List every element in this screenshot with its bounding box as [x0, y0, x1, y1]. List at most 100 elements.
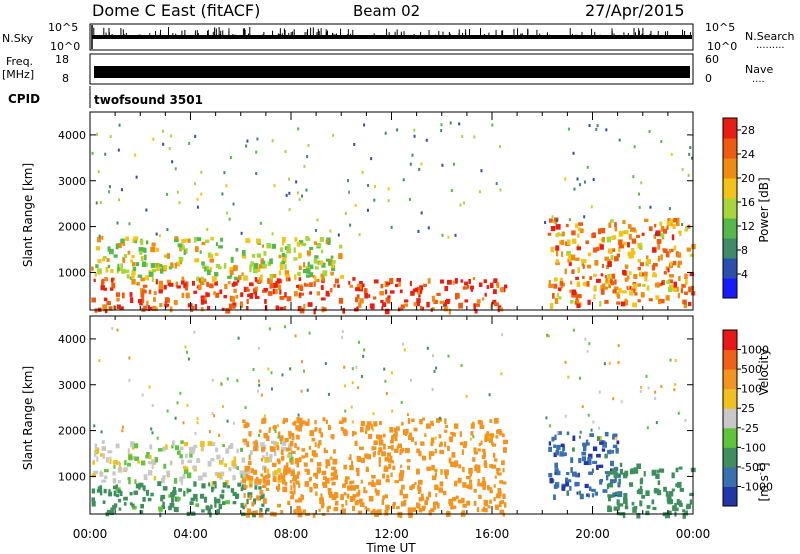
velocity-cell	[584, 483, 589, 489]
velocity-cell	[407, 507, 413, 513]
velocity-cell	[470, 430, 474, 436]
power-cell	[205, 292, 210, 297]
power-cell	[645, 255, 649, 260]
power-cell	[579, 228, 584, 234]
velocity-cell	[489, 464, 494, 468]
power-cell	[577, 267, 580, 273]
velocity-cell	[430, 441, 434, 447]
power-cell	[419, 285, 424, 291]
velocity-cell	[334, 500, 339, 506]
power-sparse-cell	[99, 200, 102, 204]
velocity-cell	[343, 464, 348, 470]
power-cell	[158, 289, 163, 294]
velocity-cell	[384, 457, 389, 462]
velocity-cell	[360, 426, 364, 433]
power-cell	[115, 292, 121, 297]
power-cell	[309, 291, 313, 295]
power-sparse-cell	[166, 192, 169, 196]
power-cell	[644, 275, 648, 282]
velocity-cell	[311, 450, 317, 454]
power-cell	[629, 271, 632, 276]
power-cell	[279, 306, 284, 311]
velocity-cell	[221, 489, 225, 494]
power-cell	[95, 264, 99, 269]
power-cell	[278, 270, 282, 276]
power-cell	[684, 291, 688, 295]
power-cell	[410, 290, 415, 296]
power-cell	[193, 237, 197, 243]
velocity-cell	[318, 508, 321, 512]
power-sparse-cell	[288, 208, 291, 212]
velocity-cell	[494, 504, 499, 510]
power-cell	[251, 254, 256, 258]
power-cell	[486, 285, 490, 289]
velocity-cell	[617, 482, 621, 488]
velocity-cell	[341, 508, 346, 515]
velocity-sparse-cell	[98, 359, 101, 363]
velocity-sparse-cell	[556, 431, 559, 435]
power-sparse-cell	[303, 164, 306, 168]
power-cell	[166, 279, 171, 283]
power-cell	[299, 286, 304, 291]
power-cell	[651, 264, 656, 271]
power-cell	[575, 276, 579, 280]
power-cell	[639, 262, 645, 267]
velocity-cell	[253, 511, 258, 516]
velocity-cell	[196, 459, 201, 463]
power-cell	[200, 298, 205, 305]
power-sparse-cell	[306, 155, 309, 159]
velocity-cell	[151, 459, 155, 464]
power-cell	[616, 301, 621, 305]
velocity-cell	[316, 462, 322, 467]
velocity-sparse-cell	[297, 413, 300, 417]
velocity-cell	[320, 432, 324, 438]
power-cell	[150, 306, 154, 311]
velocity-cell	[233, 456, 237, 462]
velocity-cell	[483, 508, 488, 513]
velocity-cell	[656, 469, 660, 473]
velocity-cell	[478, 442, 482, 447]
power-sparse-cell	[228, 217, 231, 221]
power-cell	[669, 261, 673, 267]
velocity-cell	[309, 486, 313, 493]
velocity-cell	[261, 446, 266, 452]
velocity-cell	[457, 477, 462, 484]
velocity-cell	[225, 500, 231, 505]
power-cell	[103, 297, 108, 302]
velocity-cell	[652, 506, 657, 511]
velocity-cell	[236, 448, 239, 454]
velocity-sparse-cell	[647, 386, 650, 390]
power-cell	[672, 223, 676, 229]
power-cell	[132, 266, 137, 272]
power-cell	[414, 287, 419, 292]
power-cell	[571, 254, 576, 261]
velocity-cell	[314, 420, 317, 425]
power-cell	[156, 266, 160, 272]
velocity-cell	[282, 420, 286, 425]
power-sparse-cell	[95, 201, 98, 205]
velocity-cell	[270, 440, 274, 445]
velocity-cell	[668, 491, 674, 497]
power-cell	[299, 307, 305, 314]
power-cell	[605, 277, 608, 283]
velocity-cell	[554, 482, 560, 488]
power-cell	[661, 281, 664, 286]
velocity-cell	[304, 468, 308, 472]
velocity-cell	[494, 458, 498, 462]
power-sparse-cell	[459, 203, 462, 207]
velocity-cell	[682, 512, 686, 519]
velocity-cell	[433, 505, 436, 510]
power-cell	[231, 296, 236, 303]
velocity-cell	[602, 441, 608, 448]
power-cell	[254, 291, 258, 297]
velocity-cell	[436, 417, 441, 423]
velocity-sparse-cell	[289, 367, 292, 371]
velocity-sparse-cell	[402, 342, 405, 346]
power-sparse-cell	[162, 142, 165, 146]
power-sparse-cell	[188, 141, 191, 145]
velocity-cell	[232, 491, 237, 497]
velocity-cell	[229, 443, 234, 449]
velocity-cell	[344, 479, 348, 485]
power-sparse-cell	[583, 215, 586, 219]
velocity-cell	[565, 481, 569, 487]
